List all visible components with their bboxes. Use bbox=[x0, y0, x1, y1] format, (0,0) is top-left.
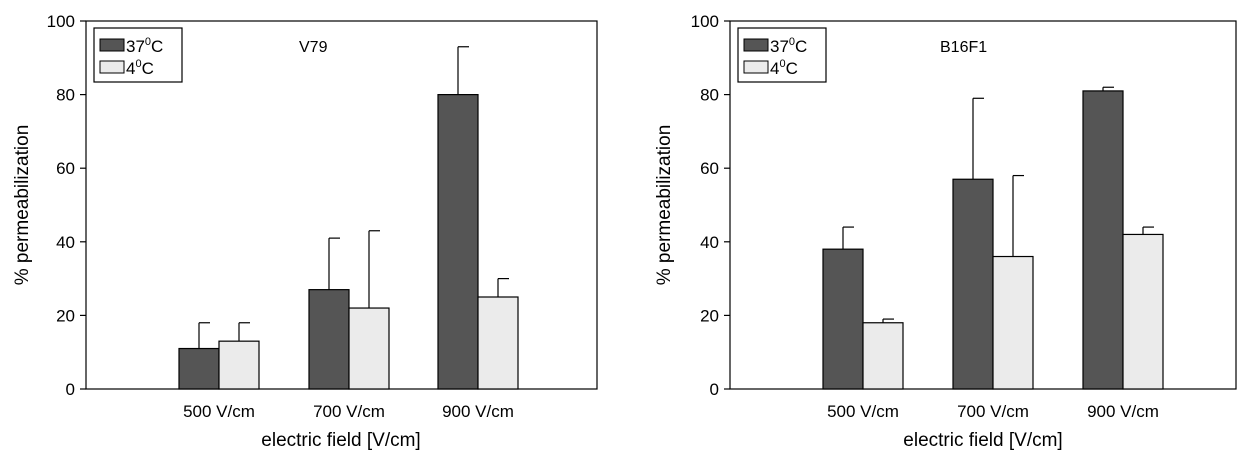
bar bbox=[862, 322, 904, 390]
bar bbox=[992, 255, 1034, 390]
legend-label: 40C bbox=[770, 58, 798, 78]
y-axis-title: % permeabilization bbox=[12, 125, 33, 286]
legend-label: 40C bbox=[126, 58, 154, 78]
x-axis-title: electric field [V/cm] bbox=[903, 430, 1062, 451]
x-axis-title: electric field [V/cm] bbox=[261, 430, 420, 451]
y-tick-label: 40 bbox=[56, 233, 75, 252]
y-tick-label: 20 bbox=[700, 306, 719, 325]
y-tick-label: 100 bbox=[47, 12, 75, 31]
bar bbox=[822, 248, 864, 390]
y-tick-label: 80 bbox=[56, 86, 75, 105]
x-tick-label: 900 V/cm bbox=[1087, 402, 1159, 421]
y-tick-label: 0 bbox=[710, 380, 719, 399]
y-tick-label: 40 bbox=[700, 233, 719, 252]
legend-swatch bbox=[99, 60, 125, 74]
bar bbox=[178, 347, 220, 390]
legend-swatch bbox=[99, 38, 125, 52]
annotation-label: V79 bbox=[299, 39, 328, 56]
bar bbox=[348, 307, 390, 390]
bar bbox=[1082, 90, 1124, 390]
chart-panel-v79: % permeabilization electric field [V/cm]… bbox=[12, 12, 598, 451]
y-tick-label: 60 bbox=[56, 159, 75, 178]
y-axis-title: % permeabilization bbox=[654, 125, 675, 286]
bar bbox=[952, 178, 994, 390]
bar bbox=[437, 93, 479, 390]
legend-swatch bbox=[743, 38, 769, 52]
chart-panel-b16f1: % permeabilization electric field [V/cm]… bbox=[640, 0, 1249, 455]
y-tick-label: 100 bbox=[691, 12, 719, 31]
x-tick-label: 500 V/cm bbox=[183, 402, 255, 421]
chart-b16f1: % permeabilization electric field [V/cm]… bbox=[654, 12, 1237, 451]
chart-v79: % permeabilization electric field [V/cm]… bbox=[12, 12, 598, 451]
y-tick-label: 0 bbox=[66, 380, 75, 399]
bar bbox=[218, 340, 260, 390]
x-tick-label: 700 V/cm bbox=[313, 402, 385, 421]
legend-label: 370C bbox=[770, 36, 807, 56]
legend-label: 370C bbox=[126, 36, 163, 56]
x-tick-label: 700 V/cm bbox=[957, 402, 1029, 421]
bar bbox=[1122, 233, 1164, 390]
y-tick-label: 60 bbox=[700, 159, 719, 178]
y-tick-label: 20 bbox=[56, 306, 75, 325]
x-tick-label: 900 V/cm bbox=[442, 402, 514, 421]
bar bbox=[477, 296, 519, 390]
legend-swatch bbox=[743, 60, 769, 74]
annotation-label: B16F1 bbox=[940, 39, 987, 56]
y-tick-label: 80 bbox=[700, 86, 719, 105]
bar bbox=[308, 289, 350, 390]
x-tick-label: 500 V/cm bbox=[827, 402, 899, 421]
